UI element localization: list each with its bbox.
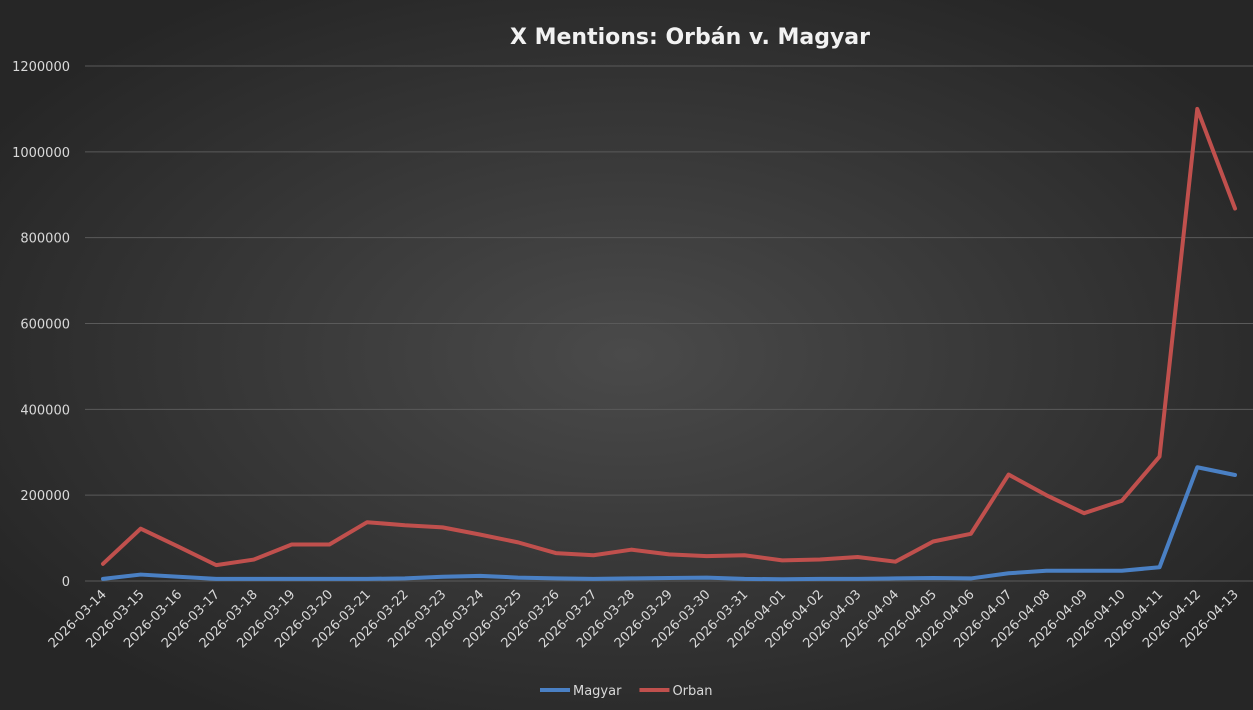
y-tick-label: 400000 xyxy=(20,403,70,418)
series-line xyxy=(101,106,1237,568)
legend-label: Magyar xyxy=(573,684,622,699)
series-line xyxy=(101,465,1237,582)
legend-label: Orban xyxy=(672,684,712,699)
y-tick-label: 800000 xyxy=(20,232,70,247)
y-tick-label: 1200000 xyxy=(12,60,70,75)
y-tick-label: 600000 xyxy=(20,318,70,333)
y-tick-label: 1000000 xyxy=(12,146,70,161)
y-tick-label: 200000 xyxy=(20,489,70,504)
y-tick-label: 0 xyxy=(62,575,70,590)
chart-title: X Mentions: Orbán v. Magyar xyxy=(510,25,870,50)
